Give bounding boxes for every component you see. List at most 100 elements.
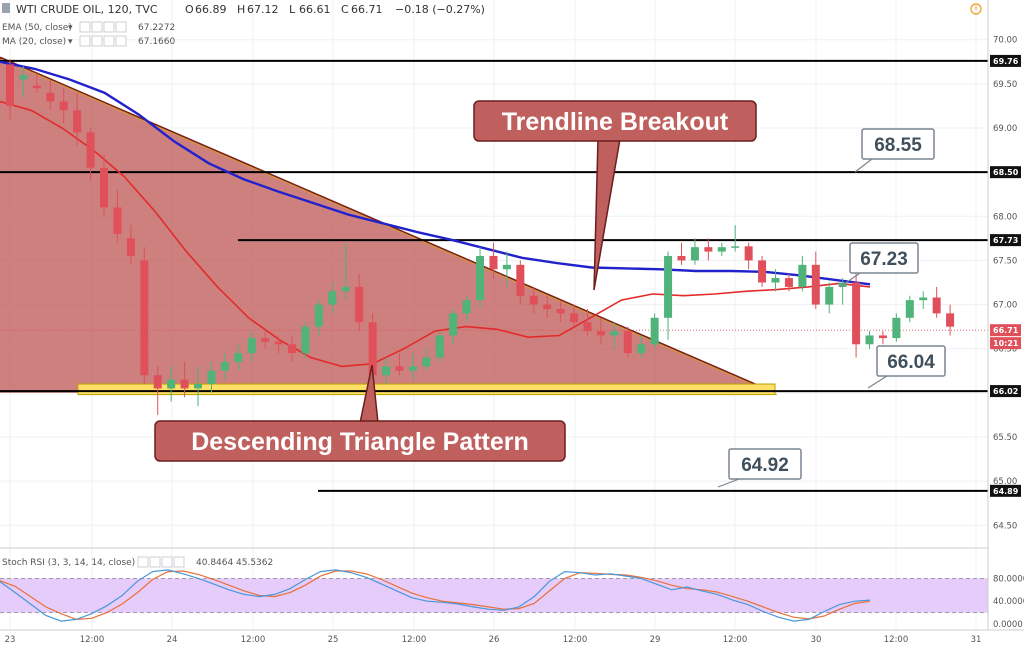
- candle: [919, 291, 928, 309]
- candle-body: [529, 295, 538, 305]
- stoch-rsi-d-line: [0, 570, 871, 621]
- candle: [6, 59, 14, 120]
- ohlc-value-H: 67.12: [247, 3, 279, 16]
- candle-body: [516, 264, 525, 296]
- candle: [758, 256, 767, 287]
- time-tick: 25: [328, 635, 339, 645]
- candle-body: [704, 247, 713, 252]
- candle: [341, 242, 350, 301]
- candle-body: [462, 300, 471, 314]
- candle-body: [784, 278, 793, 287]
- candle: [932, 286, 941, 318]
- candle: [355, 273, 364, 332]
- candle-body: [852, 282, 861, 345]
- time-tick: 29: [650, 635, 661, 645]
- rsi-tick: 80.0000: [993, 574, 1024, 584]
- candle: [274, 335, 283, 354]
- candle-body: [637, 344, 646, 354]
- level-callout-66-04-pointer: [867, 375, 888, 389]
- price-tick: 66.50: [993, 345, 1017, 355]
- candle: [717, 242, 726, 257]
- candle: [489, 242, 498, 279]
- candle: [207, 361, 216, 393]
- rsi-tick: 40.0000: [993, 597, 1024, 607]
- candle-body: [946, 313, 955, 327]
- candle-body: [220, 361, 229, 371]
- candle: [301, 322, 310, 358]
- candle: [852, 273, 861, 358]
- candle: [314, 300, 323, 336]
- candle-body: [731, 246, 740, 248]
- ohlc-label-O: O: [185, 3, 194, 16]
- level-callout-66-04-text: 66.04: [887, 352, 935, 373]
- level-callout-64-92: 64.92: [717, 448, 802, 488]
- level-tag-text: 64.89: [993, 487, 1019, 496]
- candle: [543, 295, 552, 318]
- candle: [583, 308, 592, 336]
- candle: [328, 282, 337, 314]
- candle: [637, 335, 646, 358]
- candle: [73, 92, 82, 146]
- candle: [744, 242, 753, 270]
- candle: [516, 260, 525, 305]
- level-callout-67-23-box: [849, 242, 919, 274]
- candle-body: [207, 370, 216, 385]
- rsi-tick: 0.0000: [993, 620, 1023, 630]
- ohlc-label-H: H: [237, 3, 245, 16]
- candle-body: [664, 256, 673, 318]
- candle-body: [905, 300, 914, 318]
- candle-body: [288, 344, 297, 354]
- indicator-value: 67.1660: [138, 37, 175, 47]
- candle-body: [570, 313, 579, 323]
- candle-body: [314, 304, 323, 327]
- indicator-tool-icon: [103, 21, 115, 33]
- candle-body: [422, 357, 431, 367]
- candle-body: [153, 375, 162, 389]
- candle-body: [556, 308, 565, 314]
- candle: [422, 348, 431, 371]
- candle-body: [811, 264, 820, 305]
- price-tick: 69.00: [993, 124, 1017, 134]
- level-tag-bg: [990, 234, 1021, 247]
- candle-body: [6, 64, 14, 106]
- candle-body: [717, 247, 726, 252]
- candle: [905, 295, 914, 323]
- level-callout-66-04-box: [876, 345, 946, 377]
- candle-body: [328, 291, 337, 305]
- candle-body: [180, 379, 189, 389]
- time-tick: 12:00: [241, 635, 266, 645]
- level-price-tag: 64.89: [990, 484, 1021, 497]
- candle-body: [247, 338, 256, 354]
- candle: [234, 344, 243, 371]
- candle-body: [476, 256, 485, 301]
- candle: [811, 251, 820, 309]
- annotations: Trendline Breakout Descending Triangle Pa…: [154, 100, 946, 488]
- ma-20-line: [0, 100, 871, 368]
- indicator-tool-icon: [91, 21, 103, 33]
- indicator-value: 67.2272: [138, 23, 175, 33]
- indicator-tool-icon: [79, 21, 91, 33]
- candle-body: [167, 379, 176, 389]
- stoch-rsi-label: Stoch RSI (3, 3, 14, 14, close): [2, 558, 135, 568]
- candle: [650, 313, 659, 349]
- rsi-tool-icon: [137, 556, 149, 568]
- candle: [878, 331, 887, 345]
- level-callout-66-04: 66.04: [867, 345, 946, 389]
- candle-body: [73, 110, 82, 133]
- candle-body: [744, 246, 753, 261]
- candle: [46, 79, 55, 111]
- candle: [408, 353, 417, 380]
- candle-body: [395, 366, 404, 371]
- last-price-tag: 66.71: [993, 326, 1019, 335]
- price-tick: 64.50: [993, 521, 1017, 531]
- candle: [690, 238, 699, 265]
- descending-triangle-callout-box: [154, 420, 566, 462]
- time-tick: 24: [167, 635, 178, 645]
- candle: [288, 335, 297, 362]
- rsi-band: [0, 578, 988, 613]
- time-tick: 12:00: [563, 635, 588, 645]
- candle-body: [798, 264, 807, 287]
- level-price-tag: 67.73: [990, 234, 1021, 247]
- candle-body: [382, 366, 391, 376]
